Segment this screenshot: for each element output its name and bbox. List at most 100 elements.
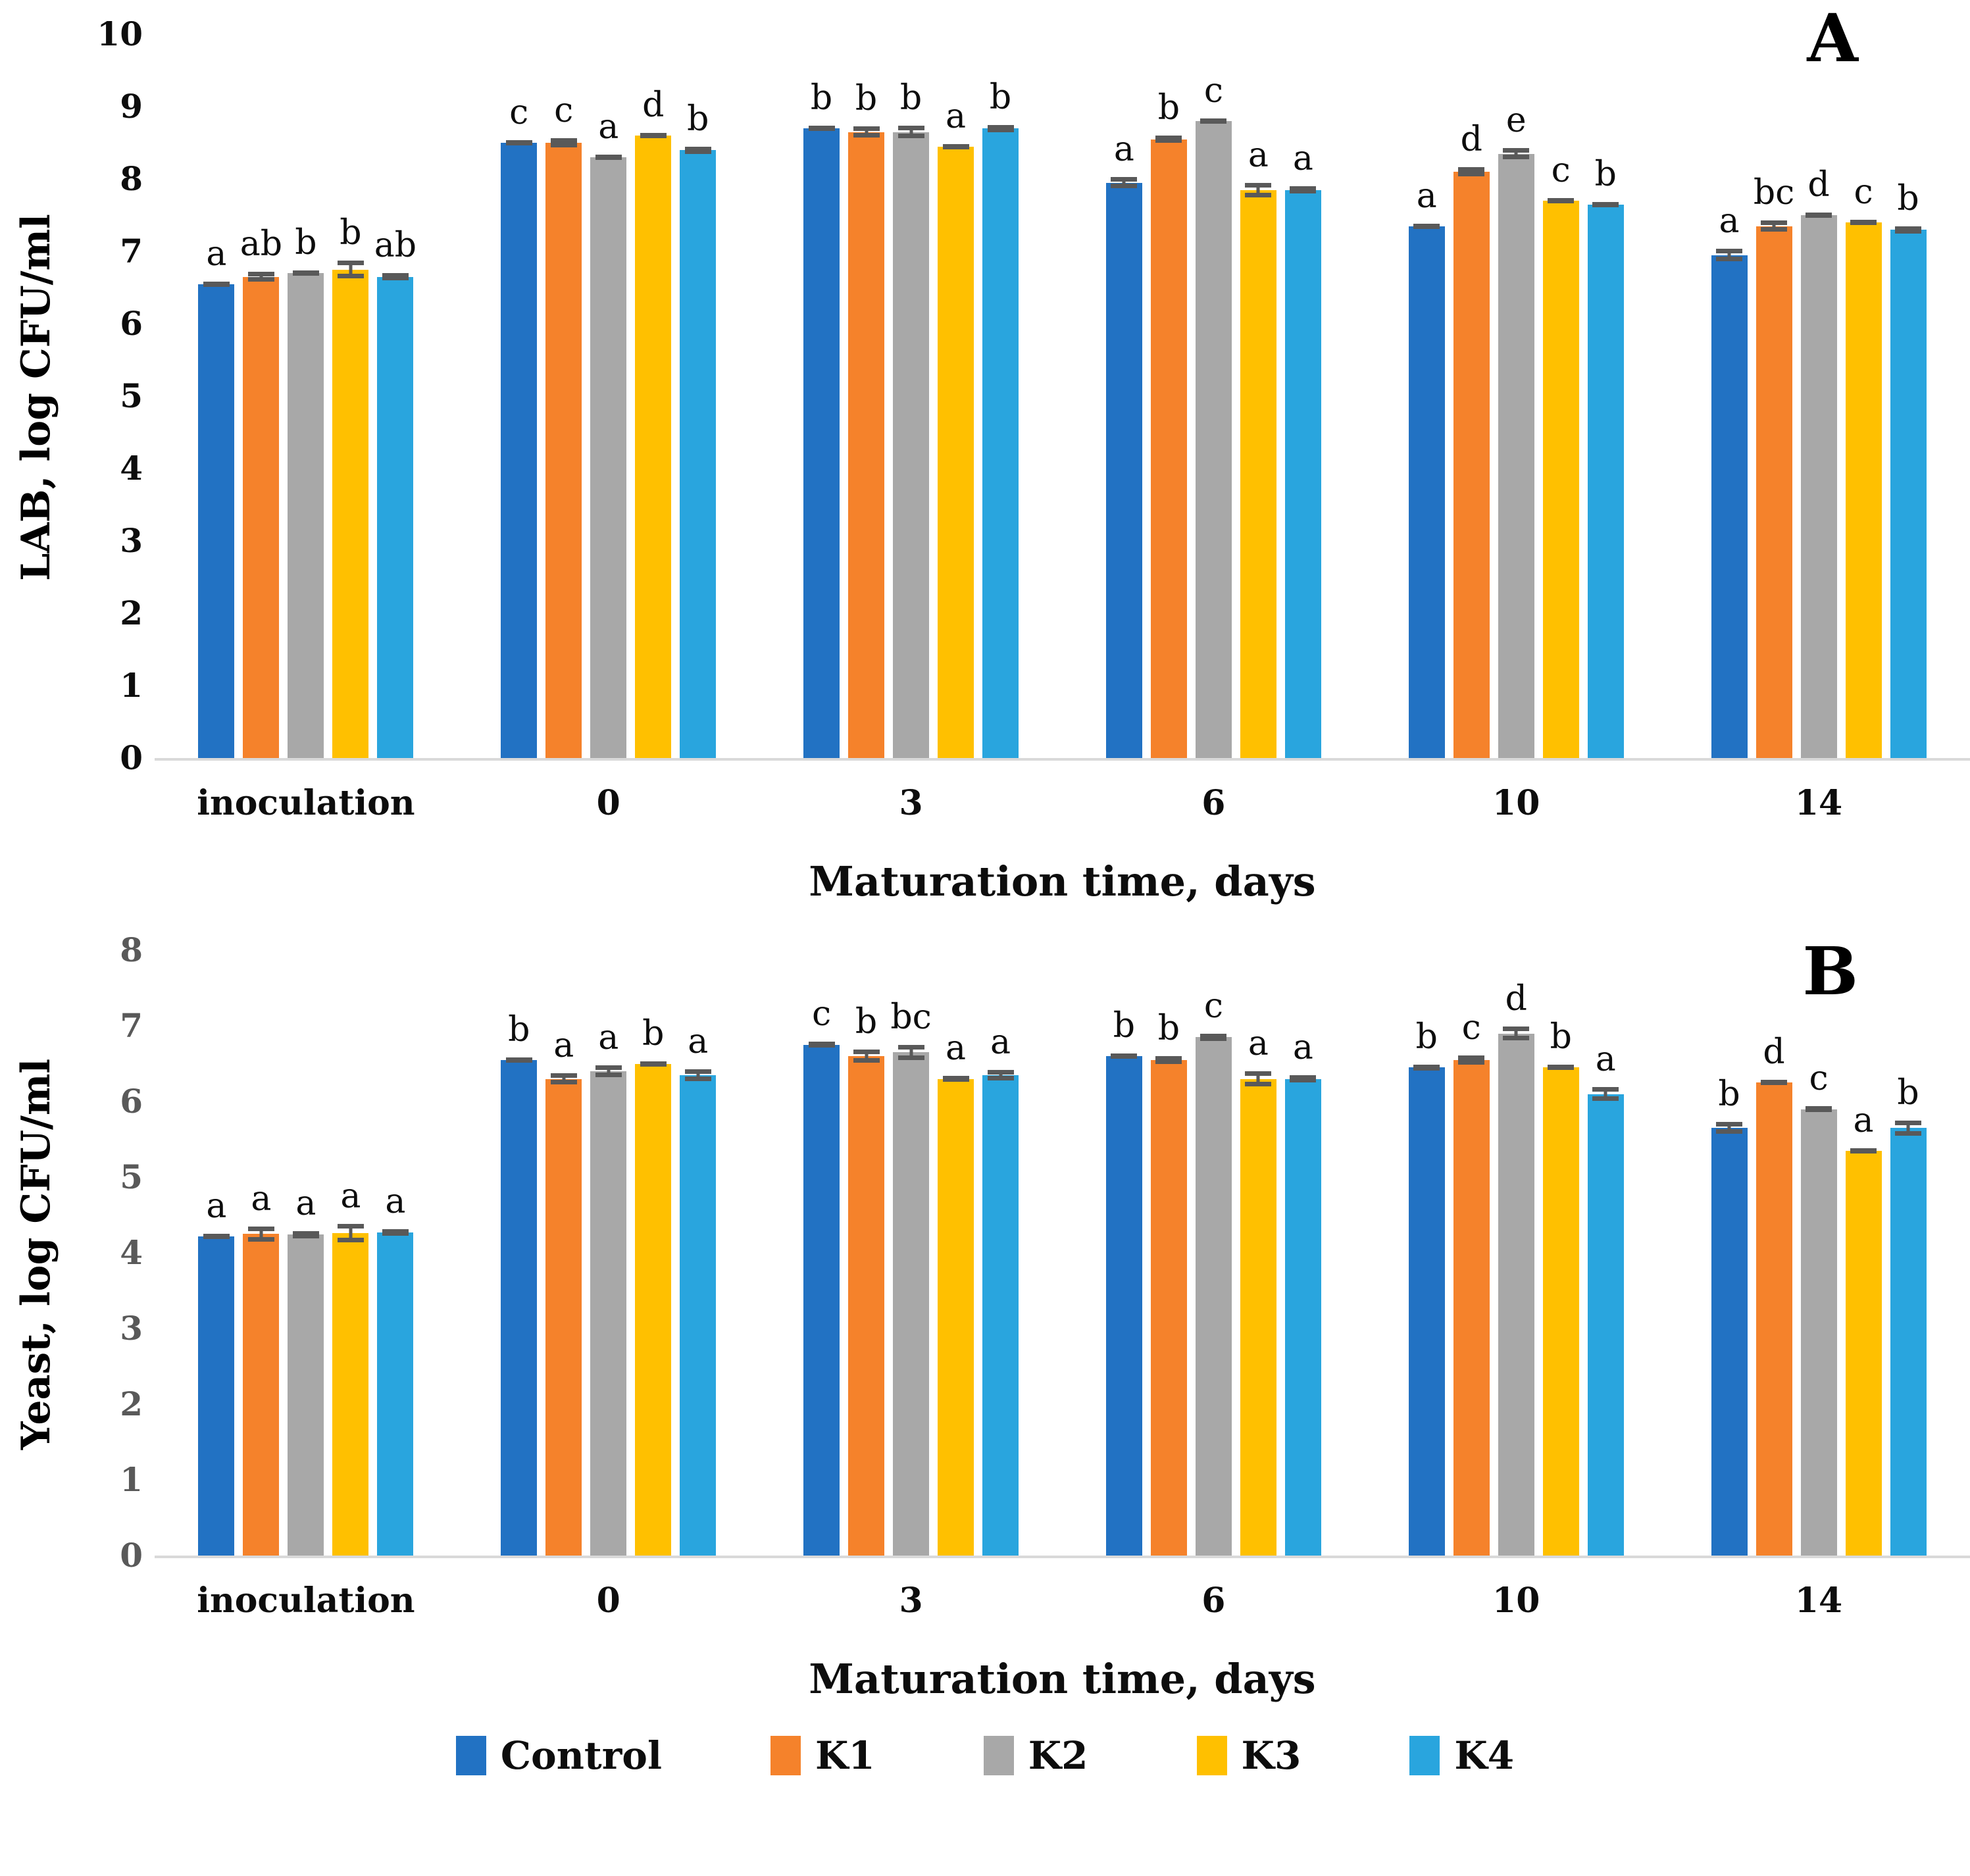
bar-group: a bc d c b [1667, 34, 1970, 758]
bar-control [1711, 255, 1748, 758]
bar-k1 [243, 1234, 280, 1556]
error-bar-cap-top [1200, 1033, 1227, 1038]
error-bar-stem [865, 1049, 869, 1063]
bar-slot-control: b [501, 950, 538, 1556]
bar-slot-control: a [198, 34, 235, 758]
y-tick-label: 3 [120, 521, 143, 560]
error-bar-stem [1514, 147, 1518, 160]
bar-slot-k3: d [635, 34, 672, 758]
error-bar-cap-top [292, 1230, 319, 1236]
error-bar [292, 1230, 319, 1239]
error-bar [1290, 1075, 1317, 1083]
bar-k1 [545, 1078, 582, 1556]
error-bar-cap-bottom [382, 276, 409, 280]
bar-k2 [893, 132, 930, 758]
error-bar [1592, 201, 1619, 207]
bar-slot-k3: b [332, 34, 369, 758]
error-bar-cap-top [684, 146, 711, 151]
bar-slot-k3: a [332, 950, 369, 1556]
bar-control [198, 1236, 235, 1556]
error-bar-cap-top [987, 1069, 1014, 1075]
error-bar-cap-top [1458, 1055, 1485, 1060]
significance-letter: c [1809, 1058, 1829, 1098]
bar-slot-control: a [1711, 34, 1748, 758]
legend-label: K3 [1241, 1733, 1301, 1778]
error-bar-cap-bottom [505, 1057, 532, 1063]
significance-letter: c [1203, 71, 1223, 111]
bar-k3 [1240, 190, 1276, 758]
significance-letter: a [206, 234, 227, 274]
bar-slot-control: c [803, 950, 840, 1556]
legend-swatch-k4 [1409, 1736, 1440, 1775]
y-tick-label: 4 [120, 449, 143, 488]
bar-k1 [545, 143, 582, 758]
error-bar-cap-bottom [1200, 119, 1227, 124]
y-tick-label: 7 [120, 1006, 143, 1045]
error-bar [1200, 1033, 1227, 1041]
error-bar-cap-bottom [1761, 227, 1788, 232]
legend-label: Control [500, 1733, 662, 1778]
error-bar [1200, 118, 1227, 124]
bar-slot-k3: b [1542, 950, 1579, 1556]
error-bar-cap-bottom [292, 271, 319, 276]
error-bar-cap-top [1592, 1087, 1619, 1092]
error-bar-cap-bottom [1850, 220, 1877, 225]
error-bar [640, 133, 667, 138]
chart-b-y-axis-title: Yeast, log CFU/ml [13, 1058, 59, 1450]
y-tick-label: 10 [97, 14, 143, 53]
significance-letter: c [554, 91, 574, 131]
bar-slot-k1: d [1453, 34, 1490, 758]
legend-item-k3: K3 [1196, 1733, 1301, 1778]
bar-slot-k1: b [1150, 950, 1187, 1556]
error-bar-cap-top [1716, 248, 1743, 253]
bar-slot-k2: b [288, 34, 324, 758]
error-bar-stem [1604, 1087, 1607, 1101]
error-bar [1503, 1027, 1530, 1040]
bar-group: a ab b b ab [155, 34, 457, 758]
x-category-label: 6 [1201, 783, 1226, 823]
error-bar-cap-bottom [1155, 138, 1182, 143]
error-bar-cap-bottom [505, 141, 532, 146]
error-bar-cap-top [853, 126, 880, 131]
y-tick-label: 5 [120, 376, 143, 415]
error-bar [1895, 1120, 1922, 1136]
significance-letter: d [1763, 1032, 1785, 1073]
bar-k1 [1755, 1082, 1792, 1556]
significance-letter: e [1505, 100, 1527, 140]
error-bar-cap-top [1245, 182, 1272, 188]
significance-letter: d [642, 86, 665, 125]
error-bar-cap-top [853, 1049, 880, 1054]
error-bar-cap-bottom [203, 1234, 230, 1239]
bar-k2 [1498, 153, 1534, 758]
significance-letter: d [1807, 165, 1830, 205]
bar-slot-k2: c [1195, 34, 1232, 758]
error-bar [1458, 167, 1485, 176]
error-bar-stem [909, 1044, 913, 1060]
error-bar [1155, 1056, 1182, 1064]
error-bar-stem [1772, 220, 1776, 232]
error-bar-cap-bottom [640, 134, 667, 138]
y-tick-label: 9 [120, 87, 143, 126]
error-bar-cap-bottom [1716, 257, 1743, 262]
error-bar [987, 1069, 1014, 1080]
error-bar [247, 1226, 274, 1242]
bar-k3 [1240, 1078, 1276, 1556]
significance-letter: b [642, 1013, 665, 1053]
chart-b-x-axis-title: Maturation time, days [809, 1655, 1316, 1703]
significance-letter: b [855, 78, 878, 118]
error-bar-cap-bottom [1155, 1059, 1182, 1064]
error-bar-stem [1727, 248, 1731, 262]
x-category-label: 14 [1794, 783, 1843, 823]
bar-k4 [377, 276, 414, 758]
chart-a-x-axis-labels: inoculation 0 3 6 10 14 [155, 783, 1970, 823]
error-bar-cap-bottom [1895, 1130, 1922, 1136]
bar-slot-control: b [1711, 950, 1748, 1556]
bar-k3 [1845, 222, 1882, 758]
significance-letter: bc [890, 997, 932, 1037]
error-bar [1413, 223, 1440, 229]
bar-slot-k4: a [680, 950, 717, 1556]
bar-slot-control: a [1408, 34, 1445, 758]
